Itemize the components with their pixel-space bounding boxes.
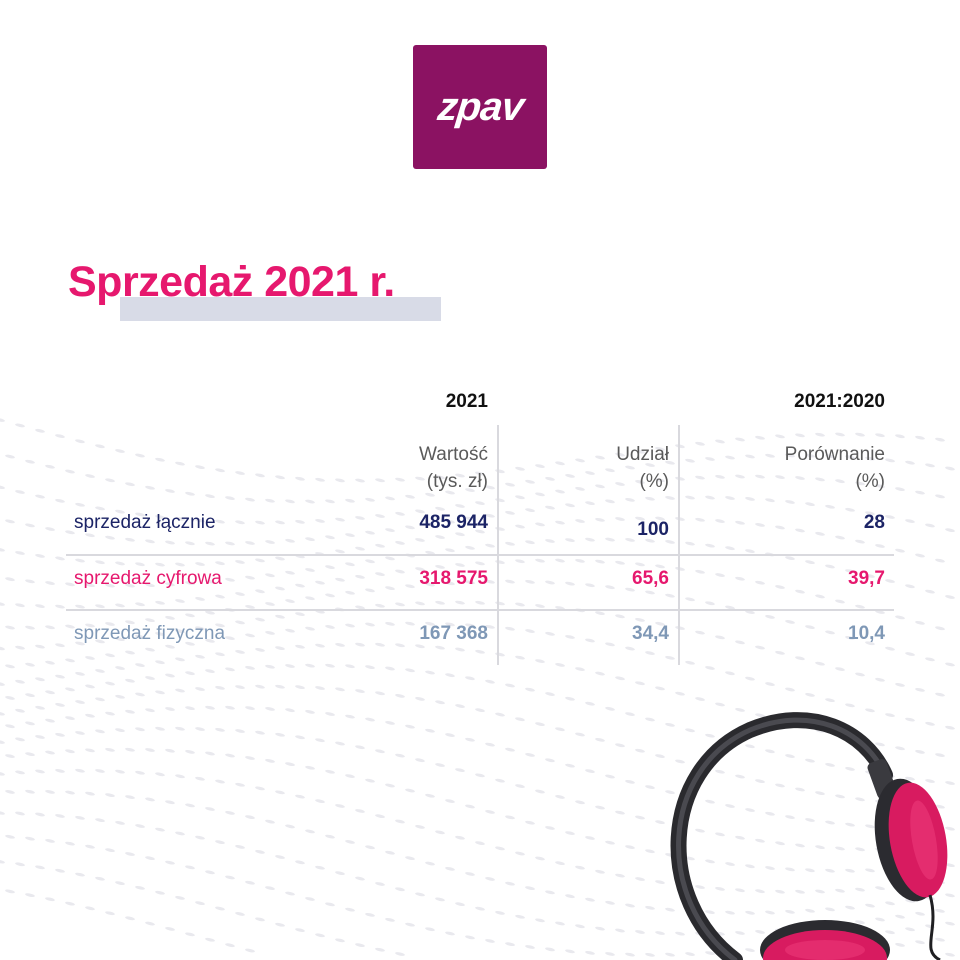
column-header-comparison-line1: Porównanie xyxy=(784,444,885,465)
row-physical-label: sprzedaż fizyczna xyxy=(74,623,226,644)
row-digital-comparison: 39,7 xyxy=(848,568,885,589)
column-header-share-line2: (%) xyxy=(639,471,669,492)
page-title: Sprzedaż 2021 r. xyxy=(68,258,395,306)
row-total-comparison: 28 xyxy=(863,512,885,533)
row-digital-label: sprzedaż cyfrowa xyxy=(74,568,222,589)
column-divider-1 xyxy=(497,425,499,665)
row-physical-value: 167 368 xyxy=(419,623,488,644)
row-divider-2 xyxy=(66,609,894,611)
comparison-group-header: 2021:2020 xyxy=(794,391,885,412)
row-total-label: sprzedaż łącznie xyxy=(74,512,216,533)
headphones-image xyxy=(670,712,948,960)
column-header-comparison-line2: (%) xyxy=(855,471,885,492)
row-physical-share: 34,4 xyxy=(632,623,669,644)
row-digital-share: 65,6 xyxy=(632,568,669,589)
column-divider-2 xyxy=(678,425,680,665)
row-physical-comparison: 10,4 xyxy=(848,623,885,644)
year-group-header: 2021 xyxy=(445,391,488,412)
row-divider-1 xyxy=(66,554,894,556)
column-header-value-line1: Wartość xyxy=(419,444,488,465)
row-total-share: 100 xyxy=(637,519,669,540)
column-header-share: Udział (%) xyxy=(540,441,669,495)
column-header-share-line1: Udział xyxy=(616,444,669,465)
row-digital-value: 318 575 xyxy=(419,568,488,589)
column-header-value: Wartość (tys. zł) xyxy=(340,441,488,495)
zpav-logo: zpav xyxy=(413,45,547,169)
title-underline-highlight xyxy=(120,297,441,321)
column-header-value-line2: (tys. zł) xyxy=(426,471,488,492)
column-header-comparison: Porównanie (%) xyxy=(705,441,885,495)
logo-text: zpav xyxy=(435,84,525,129)
row-total-value: 485 944 xyxy=(419,512,488,533)
